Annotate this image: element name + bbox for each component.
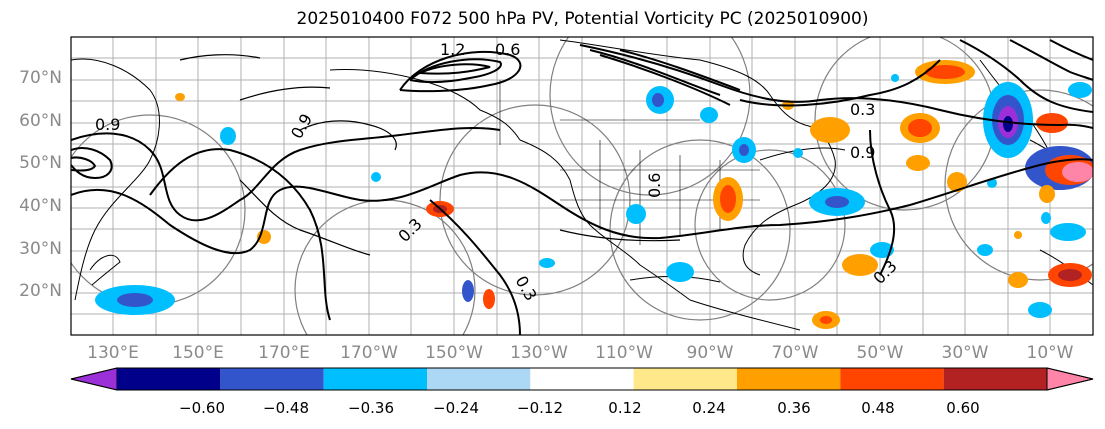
colorbar-tick-label: 0.48: [861, 399, 895, 417]
contour-label: 0.3: [850, 100, 875, 119]
lat-label-50n: 50°N: [19, 153, 62, 173]
lon-label: 70°W: [771, 343, 819, 363]
lon-label: 10°W: [1026, 343, 1074, 363]
colorbar-tick-label: −0.48: [263, 399, 309, 417]
colorbar-tick-label: 0.60: [946, 399, 980, 417]
colorbar-tick-label: 0.36: [777, 399, 811, 417]
colorbar-segment: [943, 368, 1047, 390]
colorbar-segment: [530, 368, 634, 390]
colorbar-outline: [70, 367, 1094, 391]
contour-label: 0.9: [850, 143, 875, 162]
map-frame: [70, 36, 1094, 336]
lon-label: 170°W: [340, 343, 398, 363]
lon-label: 30°W: [941, 343, 989, 363]
colorbar-segment: [323, 368, 427, 390]
range-circles: [71, 37, 1093, 335]
pv-contours-thin: [179, 54, 681, 256]
colorbar-segment: [427, 368, 531, 390]
colorbar-tick-label: −0.36: [348, 399, 394, 417]
colorbar-tick-label: 0.24: [692, 399, 726, 417]
colorbar-tick-label: −0.24: [433, 399, 479, 417]
lon-label: 110°W: [595, 343, 653, 363]
lon-label: 90°W: [686, 343, 734, 363]
lon-label: 50°W: [856, 343, 904, 363]
pv-contours: [71, 39, 1093, 335]
colorbar-tick-label: 0.12: [608, 399, 642, 417]
lat-label-20n: 20°N: [19, 281, 62, 301]
colorbar-segment: [737, 368, 841, 390]
lat-label-40n: 40°N: [19, 196, 62, 216]
colorbar-segment: [840, 368, 944, 390]
colorbar-tick-label: −0.12: [517, 399, 563, 417]
contour-label: 1.2: [440, 40, 465, 59]
lon-label: 170°E: [258, 343, 310, 363]
contour-label: 0.6: [495, 40, 520, 59]
lon-label: 150°E: [172, 343, 224, 363]
colorbar-extend-low: [70, 367, 118, 391]
lon-label: 130°W: [510, 343, 568, 363]
contour-label: 0.6: [645, 173, 664, 198]
colorbar-segment: [117, 368, 221, 390]
lon-label: 130°E: [87, 343, 139, 363]
pv-anomaly-shading: [95, 60, 1093, 329]
contour-label: 0.9: [95, 115, 120, 134]
colorbar-extend-high: [1046, 367, 1094, 391]
colorbar-segment: [220, 368, 324, 390]
colorbar-segment: [633, 368, 737, 390]
lat-label-30n: 30°N: [19, 239, 62, 259]
lat-label-70n: 70°N: [19, 68, 62, 88]
map-title: 2025010400 F072 500 hPa PV, Potential Vo…: [296, 9, 869, 29]
lat-label-60n: 60°N: [19, 111, 62, 131]
colorbar: [70, 367, 1094, 391]
colorbar-tick-label: −0.60: [179, 399, 225, 417]
lon-label: 150°W: [425, 343, 483, 363]
